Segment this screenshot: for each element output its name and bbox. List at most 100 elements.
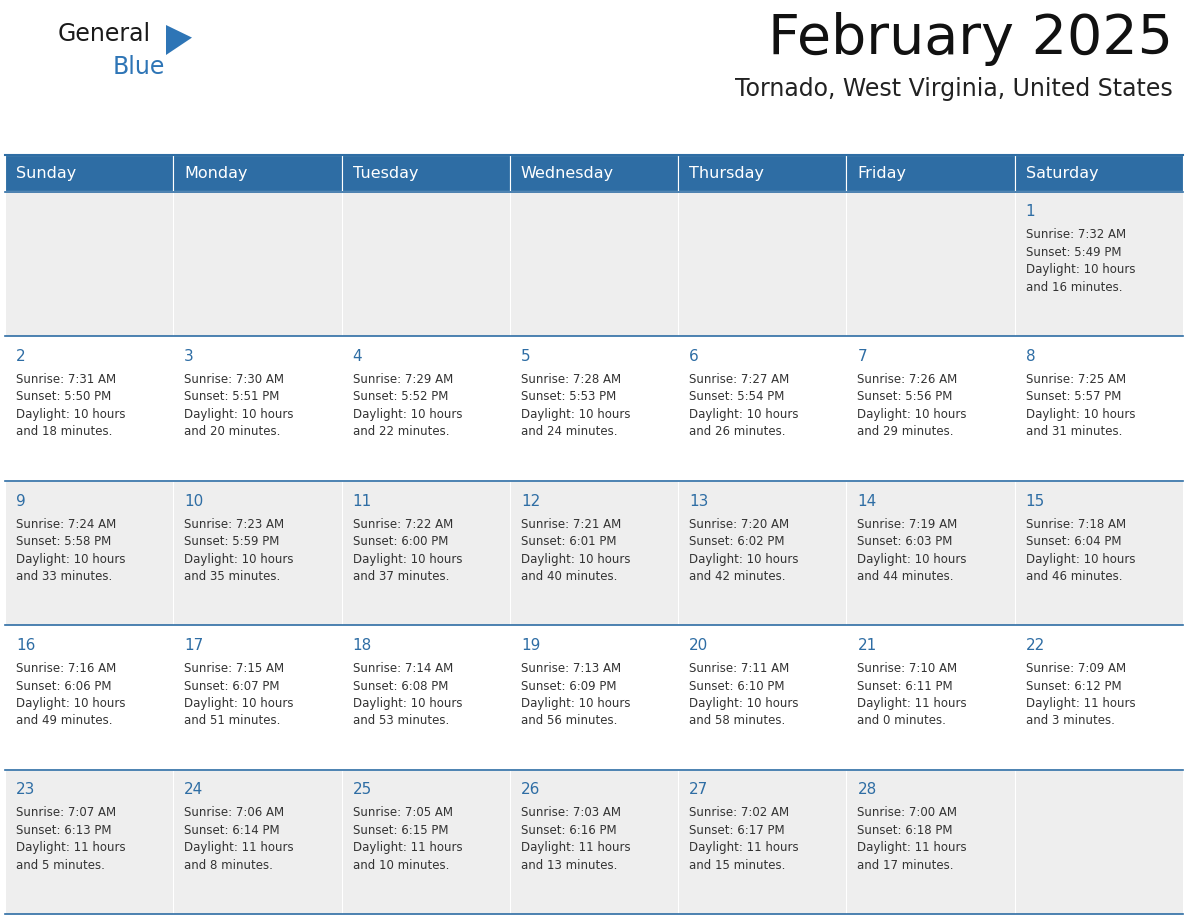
Text: Daylight: 10 hours: Daylight: 10 hours bbox=[353, 697, 462, 710]
Text: 3: 3 bbox=[184, 349, 194, 364]
Bar bbox=[678, 480, 846, 625]
Text: Daylight: 11 hours: Daylight: 11 hours bbox=[353, 842, 462, 855]
Text: Sunrise: 7:06 AM: Sunrise: 7:06 AM bbox=[184, 807, 284, 820]
Bar bbox=[5, 769, 173, 914]
Bar bbox=[342, 336, 510, 480]
Text: Sunset: 5:54 PM: Sunset: 5:54 PM bbox=[689, 390, 784, 404]
Text: and 3 minutes.: and 3 minutes. bbox=[1025, 714, 1114, 727]
Text: 24: 24 bbox=[184, 782, 203, 798]
Text: Daylight: 10 hours: Daylight: 10 hours bbox=[184, 553, 293, 565]
Text: Sunset: 5:58 PM: Sunset: 5:58 PM bbox=[15, 535, 112, 548]
Text: Sunrise: 7:14 AM: Sunrise: 7:14 AM bbox=[353, 662, 453, 675]
Text: Tornado, West Virginia, United States: Tornado, West Virginia, United States bbox=[735, 77, 1173, 101]
Text: 8: 8 bbox=[1025, 349, 1035, 364]
Text: Sunset: 5:53 PM: Sunset: 5:53 PM bbox=[520, 390, 617, 404]
Text: Sunrise: 7:05 AM: Sunrise: 7:05 AM bbox=[353, 807, 453, 820]
Text: and 0 minutes.: and 0 minutes. bbox=[858, 714, 947, 727]
Text: Sunset: 5:50 PM: Sunset: 5:50 PM bbox=[15, 390, 112, 404]
Bar bbox=[846, 480, 1015, 625]
Bar bbox=[510, 192, 678, 336]
Text: Daylight: 10 hours: Daylight: 10 hours bbox=[520, 408, 631, 421]
Text: Blue: Blue bbox=[113, 55, 165, 79]
Text: and 22 minutes.: and 22 minutes. bbox=[353, 426, 449, 439]
Text: 23: 23 bbox=[15, 782, 36, 798]
Bar bbox=[846, 336, 1015, 480]
Text: and 56 minutes.: and 56 minutes. bbox=[520, 714, 618, 727]
Bar bbox=[846, 769, 1015, 914]
Text: 19: 19 bbox=[520, 638, 541, 653]
Text: February 2025: February 2025 bbox=[767, 12, 1173, 66]
Text: Sunrise: 7:13 AM: Sunrise: 7:13 AM bbox=[520, 662, 621, 675]
Text: and 33 minutes.: and 33 minutes. bbox=[15, 570, 112, 583]
Text: Daylight: 11 hours: Daylight: 11 hours bbox=[15, 842, 126, 855]
Text: Daylight: 10 hours: Daylight: 10 hours bbox=[689, 408, 798, 421]
Bar bbox=[1015, 769, 1183, 914]
Text: Sunset: 5:57 PM: Sunset: 5:57 PM bbox=[1025, 390, 1121, 404]
Text: 20: 20 bbox=[689, 638, 708, 653]
Text: and 26 minutes.: and 26 minutes. bbox=[689, 426, 785, 439]
Bar bbox=[173, 192, 342, 336]
Text: Sunset: 6:06 PM: Sunset: 6:06 PM bbox=[15, 679, 112, 692]
Polygon shape bbox=[166, 25, 192, 55]
Text: Daylight: 10 hours: Daylight: 10 hours bbox=[184, 697, 293, 710]
Text: Sunset: 6:10 PM: Sunset: 6:10 PM bbox=[689, 679, 784, 692]
Text: and 44 minutes.: and 44 minutes. bbox=[858, 570, 954, 583]
Text: Sunrise: 7:21 AM: Sunrise: 7:21 AM bbox=[520, 518, 621, 531]
Text: Sunrise: 7:07 AM: Sunrise: 7:07 AM bbox=[15, 807, 116, 820]
Bar bbox=[1015, 155, 1183, 192]
Text: and 13 minutes.: and 13 minutes. bbox=[520, 859, 618, 872]
Text: Sunset: 6:02 PM: Sunset: 6:02 PM bbox=[689, 535, 784, 548]
Text: and 24 minutes.: and 24 minutes. bbox=[520, 426, 618, 439]
Text: Sunrise: 7:16 AM: Sunrise: 7:16 AM bbox=[15, 662, 116, 675]
Text: Sunrise: 7:10 AM: Sunrise: 7:10 AM bbox=[858, 662, 958, 675]
Text: 22: 22 bbox=[1025, 638, 1045, 653]
Text: and 37 minutes.: and 37 minutes. bbox=[353, 570, 449, 583]
Bar bbox=[846, 625, 1015, 769]
Text: Sunrise: 7:02 AM: Sunrise: 7:02 AM bbox=[689, 807, 789, 820]
Text: and 8 minutes.: and 8 minutes. bbox=[184, 859, 273, 872]
Text: 13: 13 bbox=[689, 494, 708, 509]
Text: 4: 4 bbox=[353, 349, 362, 364]
Text: 27: 27 bbox=[689, 782, 708, 798]
Text: and 53 minutes.: and 53 minutes. bbox=[353, 714, 449, 727]
Text: Sunrise: 7:24 AM: Sunrise: 7:24 AM bbox=[15, 518, 116, 531]
Text: and 35 minutes.: and 35 minutes. bbox=[184, 570, 280, 583]
Bar bbox=[1015, 625, 1183, 769]
Text: Sunset: 6:00 PM: Sunset: 6:00 PM bbox=[353, 535, 448, 548]
Text: Sunset: 6:04 PM: Sunset: 6:04 PM bbox=[1025, 535, 1121, 548]
Text: Daylight: 10 hours: Daylight: 10 hours bbox=[353, 408, 462, 421]
Text: Daylight: 10 hours: Daylight: 10 hours bbox=[15, 408, 126, 421]
Text: Sunset: 5:51 PM: Sunset: 5:51 PM bbox=[184, 390, 279, 404]
Text: Sunset: 6:16 PM: Sunset: 6:16 PM bbox=[520, 824, 617, 837]
Bar bbox=[342, 480, 510, 625]
Text: Sunrise: 7:28 AM: Sunrise: 7:28 AM bbox=[520, 373, 621, 386]
Text: Sunset: 5:49 PM: Sunset: 5:49 PM bbox=[1025, 246, 1121, 259]
Text: Daylight: 11 hours: Daylight: 11 hours bbox=[520, 842, 631, 855]
Text: Sunset: 6:08 PM: Sunset: 6:08 PM bbox=[353, 679, 448, 692]
Text: Sunset: 6:18 PM: Sunset: 6:18 PM bbox=[858, 824, 953, 837]
Text: Sunset: 6:14 PM: Sunset: 6:14 PM bbox=[184, 824, 280, 837]
Text: and 58 minutes.: and 58 minutes. bbox=[689, 714, 785, 727]
Text: Sunrise: 7:31 AM: Sunrise: 7:31 AM bbox=[15, 373, 116, 386]
Text: Sunrise: 7:26 AM: Sunrise: 7:26 AM bbox=[858, 373, 958, 386]
Text: and 29 minutes.: and 29 minutes. bbox=[858, 426, 954, 439]
Bar bbox=[846, 192, 1015, 336]
Text: Sunrise: 7:00 AM: Sunrise: 7:00 AM bbox=[858, 807, 958, 820]
Text: Sunrise: 7:25 AM: Sunrise: 7:25 AM bbox=[1025, 373, 1126, 386]
Text: Sunset: 6:12 PM: Sunset: 6:12 PM bbox=[1025, 679, 1121, 692]
Text: Sunrise: 7:23 AM: Sunrise: 7:23 AM bbox=[184, 518, 284, 531]
Bar bbox=[510, 155, 678, 192]
Text: Daylight: 10 hours: Daylight: 10 hours bbox=[689, 697, 798, 710]
Text: 25: 25 bbox=[353, 782, 372, 798]
Text: Daylight: 11 hours: Daylight: 11 hours bbox=[858, 697, 967, 710]
Text: 11: 11 bbox=[353, 494, 372, 509]
Text: Sunrise: 7:03 AM: Sunrise: 7:03 AM bbox=[520, 807, 621, 820]
Text: Sunset: 5:52 PM: Sunset: 5:52 PM bbox=[353, 390, 448, 404]
Bar bbox=[173, 336, 342, 480]
Text: Daylight: 10 hours: Daylight: 10 hours bbox=[858, 408, 967, 421]
Text: Daylight: 11 hours: Daylight: 11 hours bbox=[858, 842, 967, 855]
Text: 18: 18 bbox=[353, 638, 372, 653]
Text: 10: 10 bbox=[184, 494, 203, 509]
Text: 16: 16 bbox=[15, 638, 36, 653]
Text: Sunrise: 7:27 AM: Sunrise: 7:27 AM bbox=[689, 373, 789, 386]
